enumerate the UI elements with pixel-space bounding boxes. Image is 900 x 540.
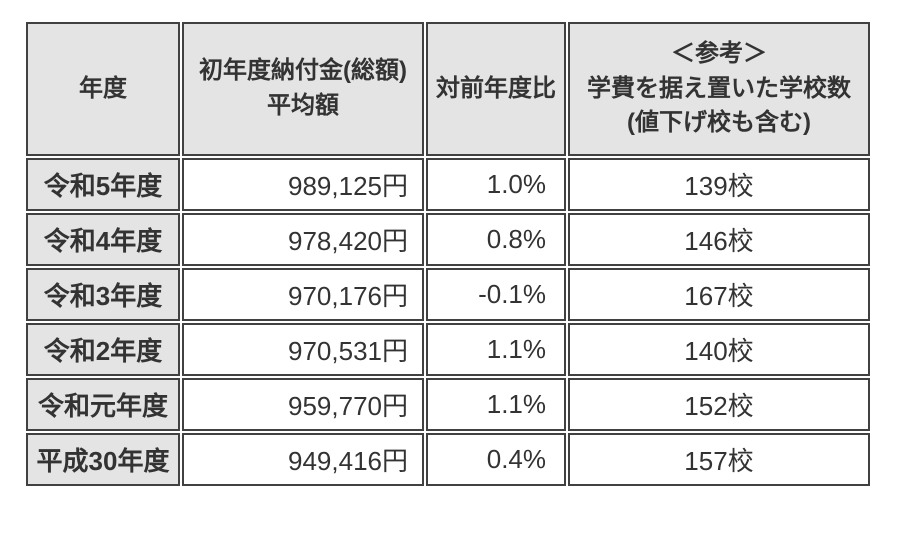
header-year-label: 年度 (79, 74, 127, 102)
row-amount-value: 970,531円 (182, 323, 424, 376)
header-schools: ＜参考＞ 学費を据え置いた学校数 (値下げ校も含む) (568, 22, 870, 156)
header-year: 年度 (26, 22, 180, 156)
table-row: 令和3年度 970,176円 -0.1% 167校 (26, 268, 870, 321)
table-header: 年度 初年度納付金(総額) 平均額 対前年度比 ＜参考＞ 学費を据え置いた学校数… (26, 22, 870, 156)
row-schools-value: 157校 (568, 433, 870, 486)
table-row: 令和4年度 978,420円 0.8% 146校 (26, 213, 870, 266)
table-row: 令和元年度 959,770円 1.1% 152校 (26, 378, 870, 431)
row-schools-value: 146校 (568, 213, 870, 266)
table-row: 平成30年度 949,416円 0.4% 157校 (26, 433, 870, 486)
header-yoy: 対前年度比 (426, 22, 566, 156)
row-year-label: 令和2年度 (26, 323, 180, 376)
table-body: 令和5年度 989,125円 1.0% 139校 令和4年度 978,420円 … (26, 158, 870, 486)
row-yoy-value: 0.8% (426, 213, 566, 266)
row-yoy-value: -0.1% (426, 268, 566, 321)
row-schools-value: 140校 (568, 323, 870, 376)
row-amount-value: 989,125円 (182, 158, 424, 211)
header-amount-line2: 平均額 (267, 92, 339, 119)
header-schools-line1: ＜参考＞ (671, 39, 767, 67)
row-amount-value: 949,416円 (182, 433, 424, 486)
header-amount-line1: 初年度納付金(総額) (199, 57, 407, 85)
row-yoy-value: 1.0% (426, 158, 566, 211)
tuition-table: 年度 初年度納付金(総額) 平均額 対前年度比 ＜参考＞ 学費を据え置いた学校数… (24, 20, 872, 488)
row-schools-value: 152校 (568, 378, 870, 431)
row-schools-value: 167校 (568, 268, 870, 321)
row-year-label: 令和3年度 (26, 268, 180, 321)
table-row: 令和5年度 989,125円 1.0% 139校 (26, 158, 870, 211)
row-yoy-value: 0.4% (426, 433, 566, 486)
row-year-label: 令和元年度 (26, 378, 180, 431)
header-amount: 初年度納付金(総額) 平均額 (182, 22, 424, 156)
row-yoy-value: 1.1% (426, 378, 566, 431)
header-row: 年度 初年度納付金(総額) 平均額 対前年度比 ＜参考＞ 学費を据え置いた学校数… (26, 22, 870, 156)
row-year-label: 平成30年度 (26, 433, 180, 486)
row-yoy-value: 1.1% (426, 323, 566, 376)
row-year-label: 令和4年度 (26, 213, 180, 266)
header-schools-line2: 学費を据え置いた学校数 (587, 74, 851, 102)
header-yoy-label: 対前年度比 (436, 74, 556, 102)
header-schools-line3: (値下げ校も含む) (627, 109, 811, 137)
table-row: 令和2年度 970,531円 1.1% 140校 (26, 323, 870, 376)
row-year-label: 令和5年度 (26, 158, 180, 211)
row-schools-value: 139校 (568, 158, 870, 211)
row-amount-value: 978,420円 (182, 213, 424, 266)
row-amount-value: 970,176円 (182, 268, 424, 321)
row-amount-value: 959,770円 (182, 378, 424, 431)
